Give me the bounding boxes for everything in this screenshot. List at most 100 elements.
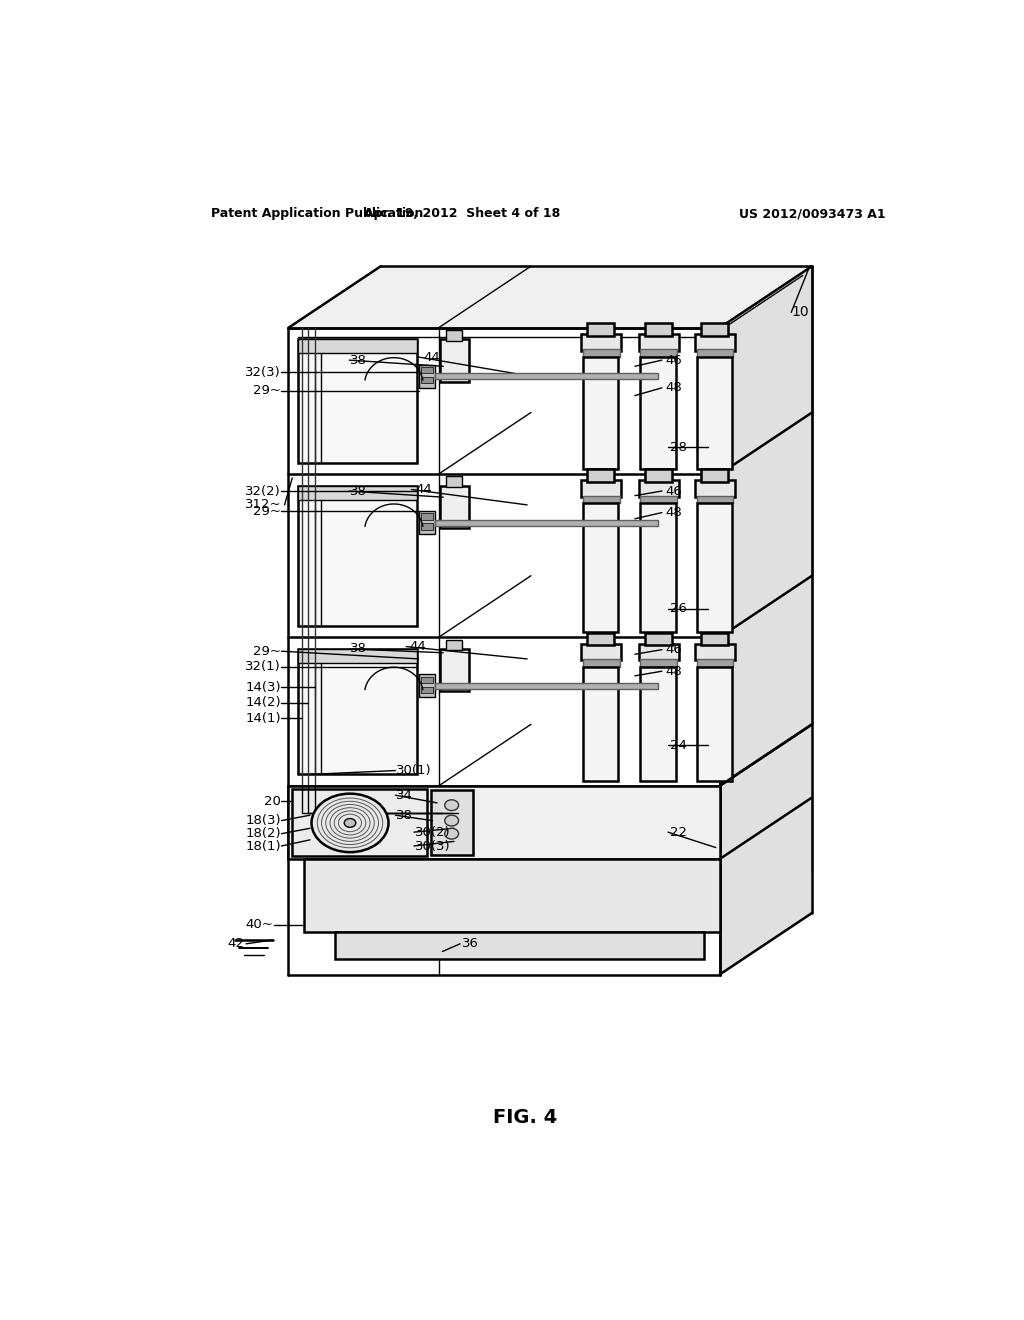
Bar — [639, 644, 679, 660]
Bar — [298, 649, 417, 775]
Bar — [298, 339, 417, 462]
Text: 20: 20 — [264, 795, 281, 808]
Bar — [583, 659, 620, 667]
Bar — [435, 682, 658, 689]
Bar — [440, 649, 469, 692]
Text: 28: 28 — [670, 441, 686, 454]
Bar — [583, 496, 620, 503]
Bar — [640, 358, 676, 469]
Bar — [304, 859, 720, 932]
Bar — [701, 323, 728, 335]
Bar — [421, 378, 433, 383]
Text: 18(2): 18(2) — [245, 828, 281, 841]
Text: 29~: 29~ — [253, 644, 281, 657]
Text: 30(1): 30(1) — [396, 764, 432, 777]
Bar — [696, 496, 733, 503]
Bar — [583, 503, 617, 632]
Text: 10: 10 — [792, 305, 809, 319]
Bar — [440, 339, 469, 381]
Bar — [696, 350, 733, 358]
Text: 26: 26 — [670, 602, 686, 615]
Polygon shape — [720, 267, 812, 974]
Ellipse shape — [344, 818, 355, 828]
Bar — [289, 785, 720, 859]
Text: Patent Application Publication: Patent Application Publication — [211, 207, 424, 220]
Bar — [298, 339, 417, 354]
Bar — [435, 374, 658, 379]
Bar — [421, 677, 433, 682]
Bar — [435, 520, 658, 525]
Text: 38: 38 — [396, 809, 413, 822]
Bar — [587, 470, 614, 482]
Bar — [292, 789, 427, 855]
Bar — [446, 640, 462, 651]
Text: 46: 46 — [666, 484, 682, 498]
Text: FIG. 4: FIG. 4 — [493, 1107, 557, 1126]
Text: 36: 36 — [462, 937, 478, 950]
Text: 22: 22 — [670, 825, 686, 838]
Text: 29~: 29~ — [253, 384, 281, 397]
Text: 14(3): 14(3) — [245, 681, 281, 694]
Bar — [421, 686, 433, 693]
Bar — [639, 480, 679, 498]
Text: 48: 48 — [666, 665, 682, 677]
Bar — [440, 486, 469, 528]
Bar — [639, 334, 679, 351]
Bar — [421, 513, 433, 520]
Text: Apr. 19, 2012  Sheet 4 of 18: Apr. 19, 2012 Sheet 4 of 18 — [364, 207, 560, 220]
Text: 30(2): 30(2) — [416, 825, 452, 838]
Bar — [298, 649, 417, 663]
Text: 38: 38 — [350, 643, 367, 656]
Bar — [587, 323, 614, 335]
Text: 46: 46 — [666, 643, 682, 656]
Text: 14(1): 14(1) — [245, 711, 281, 725]
Bar — [701, 632, 728, 645]
Bar — [581, 644, 621, 660]
Text: 18(3): 18(3) — [245, 814, 281, 828]
Text: 38: 38 — [350, 354, 367, 367]
Bar — [583, 350, 620, 358]
Bar — [640, 667, 676, 780]
Bar — [645, 470, 672, 482]
Ellipse shape — [444, 829, 459, 840]
Text: 312~: 312~ — [245, 499, 282, 511]
Text: 30(3): 30(3) — [416, 840, 452, 853]
Text: 32(1): 32(1) — [245, 660, 281, 673]
Bar — [419, 675, 435, 697]
Bar — [583, 667, 617, 780]
Bar — [335, 932, 705, 960]
Bar — [695, 480, 735, 498]
Bar — [431, 789, 473, 855]
Text: 44: 44 — [423, 351, 440, 363]
Bar — [298, 486, 417, 626]
Bar — [587, 632, 614, 645]
Bar — [696, 503, 732, 632]
Text: 48: 48 — [666, 381, 682, 395]
Text: 44: 44 — [416, 483, 432, 496]
Bar — [446, 477, 462, 487]
Bar — [640, 659, 677, 667]
Text: 34: 34 — [396, 788, 413, 801]
Polygon shape — [289, 267, 812, 327]
Bar — [696, 358, 732, 469]
Text: 40~: 40~ — [245, 917, 273, 931]
Bar — [583, 358, 617, 469]
Text: 14(2): 14(2) — [245, 696, 281, 709]
Bar — [421, 524, 433, 529]
Text: 32(2): 32(2) — [245, 484, 281, 498]
Text: 32(3): 32(3) — [245, 366, 281, 379]
Bar — [419, 364, 435, 388]
Bar — [695, 334, 735, 351]
Bar — [298, 486, 417, 499]
Bar — [446, 330, 462, 341]
Bar — [701, 470, 728, 482]
Bar — [419, 511, 435, 535]
Bar — [696, 667, 732, 780]
Bar — [645, 632, 672, 645]
Text: 18(1): 18(1) — [245, 840, 281, 853]
Bar — [640, 503, 676, 632]
Bar — [581, 334, 621, 351]
Text: 38: 38 — [350, 484, 367, 498]
Ellipse shape — [444, 800, 459, 810]
Text: US 2012/0093473 A1: US 2012/0093473 A1 — [738, 207, 886, 220]
